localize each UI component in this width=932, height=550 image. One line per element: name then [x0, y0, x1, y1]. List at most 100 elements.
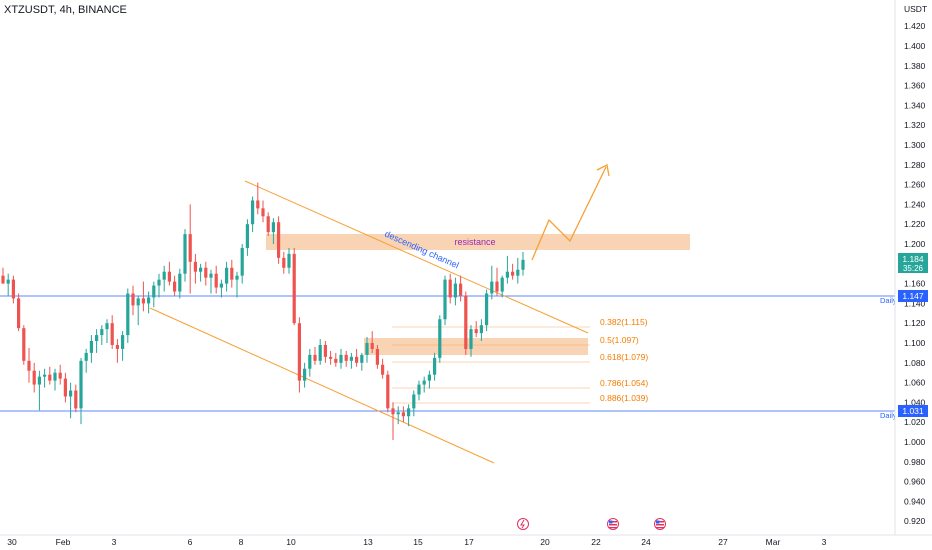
hlines-layer: Daily Daily [0, 295, 897, 420]
lightning-icon[interactable] [517, 518, 529, 530]
candle [287, 247, 291, 274]
candle-body [136, 298, 140, 306]
candle [245, 219, 249, 256]
candle [1, 267, 5, 284]
y-tick-label: 1.160 [904, 279, 926, 289]
candle [407, 404, 411, 427]
candle [443, 275, 447, 326]
candle-body [84, 352, 88, 361]
candle [167, 261, 171, 286]
candle-body [453, 283, 457, 298]
candle-body [58, 372, 62, 379]
resistance-label: resistance [454, 237, 495, 247]
candle [500, 275, 504, 298]
event-icons[interactable] [517, 518, 666, 530]
candle [89, 335, 93, 363]
candle [22, 325, 26, 365]
candle-body [6, 279, 10, 284]
candle [266, 212, 270, 237]
candle [27, 347, 31, 383]
time-axis[interactable]: 30 Feb 3 6 8 10 13 15 17 20 22 24 27 Mar 3 [0, 534, 932, 547]
candle-body [459, 283, 463, 296]
candle-body [1, 275, 5, 284]
candle-body [32, 370, 36, 385]
us-flag-icon[interactable] [654, 518, 666, 530]
candle-body [152, 285, 156, 298]
candle [453, 277, 457, 306]
candle [110, 315, 114, 349]
candle-body [17, 298, 21, 329]
x-tick-label: 27 [718, 537, 728, 547]
candle [282, 251, 286, 274]
candle [427, 370, 431, 389]
y-tick-label: 1.260 [904, 180, 926, 190]
candle-body [214, 273, 218, 288]
candle [417, 380, 421, 401]
candle [490, 265, 494, 300]
candle [401, 406, 405, 423]
fib-layer: 0.382(1.115) 0.5(1.097) 0.618(1.079) 0.7… [392, 317, 648, 404]
y-tick-label: 1.060 [904, 378, 926, 388]
candle-body [474, 329, 478, 334]
candle [235, 271, 239, 298]
candle-body [11, 279, 15, 299]
candle [464, 291, 468, 355]
fib-label: 0.786(1.054) [600, 378, 648, 388]
candle-body [464, 295, 468, 349]
candle-body [381, 364, 385, 375]
candle-body [79, 360, 83, 409]
candle-body [141, 298, 145, 304]
candle-body [287, 253, 291, 268]
x-tick-label: 24 [641, 537, 651, 547]
us-flag-icon[interactable] [607, 518, 619, 530]
candle [339, 348, 343, 369]
candle-body [469, 329, 473, 349]
candle [126, 288, 130, 343]
candle [334, 352, 338, 367]
candle-body [313, 354, 317, 361]
price-tag-1147: 1.147 [898, 290, 928, 302]
fib-label: 0.886(1.039) [600, 393, 648, 403]
candle-body [219, 283, 223, 288]
y-tick-label: 1.040 [904, 397, 926, 407]
candle-body [308, 354, 312, 369]
candle [495, 267, 499, 296]
candle [173, 275, 177, 296]
candle [303, 362, 307, 388]
y-tick-label: 1.140 [904, 298, 926, 308]
x-tick-label: 22 [591, 537, 601, 547]
candle-body [240, 247, 244, 276]
x-tick-label: Mar [766, 537, 781, 547]
candle [199, 263, 203, 282]
candle-body [147, 297, 151, 304]
candle [152, 281, 156, 308]
candle [479, 319, 483, 342]
candle [58, 364, 62, 385]
candle [240, 244, 244, 284]
candle-body [401, 412, 405, 417]
candle [516, 257, 520, 284]
y-tick-label: 1.280 [904, 160, 926, 170]
candle [74, 384, 78, 413]
x-tick-label: 3 [822, 537, 827, 547]
candle-body [37, 376, 41, 385]
candle [438, 315, 442, 363]
x-tick-label: 20 [540, 537, 550, 547]
candle-body [323, 344, 327, 357]
candle [183, 229, 187, 282]
candle-body [375, 348, 379, 365]
candle [323, 341, 327, 363]
candle-body [495, 281, 499, 292]
candle-body [74, 390, 78, 409]
candles-layer [1, 182, 525, 441]
candle [297, 317, 301, 393]
candle [381, 358, 385, 379]
candle-body [48, 374, 52, 381]
candle [313, 346, 317, 365]
candle-body [370, 343, 374, 349]
price-axis[interactable]: USDT 0.920 0.940 0.960 0.980 1.000 1.020 1.040… [894, 0, 932, 535]
candle [318, 339, 322, 365]
candle-body [303, 368, 307, 381]
y-tick-label: 1.020 [904, 417, 926, 427]
